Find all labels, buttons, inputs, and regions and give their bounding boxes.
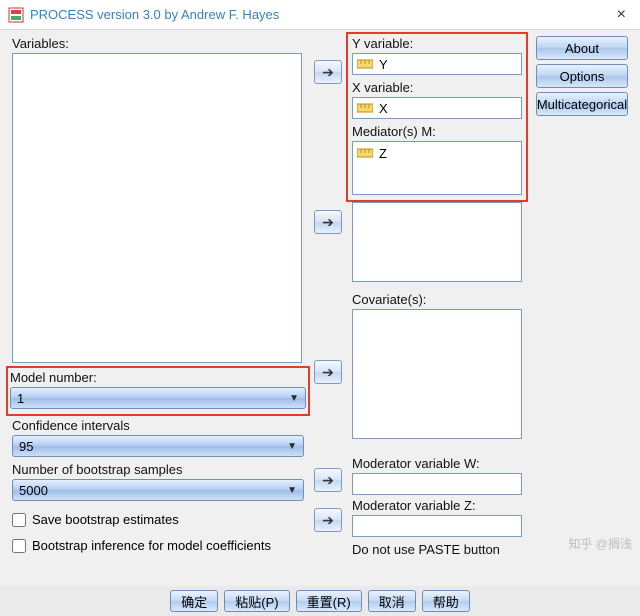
about-label: About: [565, 41, 599, 56]
chevron-down-icon: ▼: [287, 441, 297, 452]
conf-int-label: Confidence intervals: [12, 418, 304, 433]
save-boot-checkbox[interactable]: Save bootstrap estimates: [12, 512, 179, 527]
m-group: Mediator(s) M: Z: [352, 124, 522, 195]
x-label: X variable:: [352, 80, 522, 95]
scale-icon: [357, 147, 373, 159]
chevron-down-icon: ▼: [287, 485, 297, 496]
y-group: Y variable: Y: [352, 36, 522, 75]
m-value: Z: [379, 146, 387, 161]
window-title: PROCESS version 3.0 by Andrew F. Hayes: [30, 7, 611, 22]
move-m-button[interactable]: ➔: [314, 210, 342, 234]
cov-label: Covariate(s):: [352, 292, 522, 307]
move-cov-button[interactable]: ➔: [314, 360, 342, 384]
footer: 确定 粘贴(P) 重置(R) 取消 帮助: [0, 586, 640, 616]
options-label: Options: [560, 69, 605, 84]
save-boot-label: Save bootstrap estimates: [32, 512, 179, 527]
move-z-button[interactable]: ➔: [314, 508, 342, 532]
save-boot-input[interactable]: [12, 513, 26, 527]
w-field[interactable]: [352, 473, 522, 495]
bootstrap-n-dropdown[interactable]: 5000 ▼: [12, 479, 304, 501]
boot-inf-input[interactable]: [12, 539, 26, 553]
paste-button[interactable]: 粘贴(P): [224, 590, 289, 612]
boot-inf-checkbox[interactable]: Bootstrap inference for model coefficien…: [12, 538, 271, 553]
titlebar: PROCESS version 3.0 by Andrew F. Hayes ×: [0, 0, 640, 30]
paste-note: Do not use PASTE button: [352, 542, 500, 557]
x-group: X variable: X: [352, 80, 522, 119]
conf-int-group: Confidence intervals 95 ▼: [12, 418, 304, 457]
cov-group: Covariate(s):: [352, 292, 522, 439]
z-label: Moderator variable Z:: [352, 498, 522, 513]
model-number-value: 1: [17, 391, 24, 406]
m-listbox[interactable]: Z: [352, 141, 522, 195]
close-icon[interactable]: ×: [611, 6, 632, 24]
dialog-window: PROCESS version 3.0 by Andrew F. Hayes ×…: [0, 0, 640, 616]
bootstrap-n-value: 5000: [19, 483, 48, 498]
z-field[interactable]: [352, 515, 522, 537]
ok-button[interactable]: 确定: [170, 590, 218, 612]
bootstrap-n-group: Number of bootstrap samples 5000 ▼: [12, 462, 304, 501]
m-label: Mediator(s) M:: [352, 124, 522, 139]
chevron-down-icon: ▼: [289, 393, 299, 404]
scale-icon: [357, 58, 373, 70]
help-button[interactable]: 帮助: [422, 590, 470, 612]
content-area: Variables: Model number: 1 ▼ Confidence …: [0, 30, 640, 586]
app-icon: [8, 7, 24, 23]
multicat-label: Multicategorical: [537, 97, 627, 112]
model-number-label: Model number:: [10, 370, 306, 385]
boot-inf-label: Bootstrap inference for model coefficien…: [32, 538, 271, 553]
variables-listbox[interactable]: [12, 53, 302, 363]
z-group: Moderator variable Z:: [352, 498, 522, 537]
reset-button[interactable]: 重置(R): [296, 590, 362, 612]
left-column: Variables:: [12, 36, 302, 363]
y-label: Y variable:: [352, 36, 522, 51]
variables-label: Variables:: [12, 36, 302, 51]
bootstrap-n-label: Number of bootstrap samples: [12, 462, 304, 477]
conf-int-dropdown[interactable]: 95 ▼: [12, 435, 304, 457]
cancel-button[interactable]: 取消: [368, 590, 416, 612]
cov-listbox[interactable]: [352, 309, 522, 439]
scale-icon: [357, 102, 373, 114]
conf-int-value: 95: [19, 439, 33, 454]
w-group: Moderator variable W:: [352, 456, 522, 495]
model-number-group: Model number: 1 ▼: [10, 370, 306, 409]
extra-box-1[interactable]: [352, 202, 522, 282]
y-value: Y: [379, 57, 388, 72]
options-button[interactable]: Options: [536, 64, 628, 88]
model-number-dropdown[interactable]: 1 ▼: [10, 387, 306, 409]
move-w-button[interactable]: ➔: [314, 468, 342, 492]
w-label: Moderator variable W:: [352, 456, 522, 471]
y-field[interactable]: Y: [352, 53, 522, 75]
watermark: 知乎 @搁浅: [568, 535, 632, 552]
move-y-button[interactable]: ➔: [314, 60, 342, 84]
x-value: X: [379, 101, 388, 116]
multicategorical-button[interactable]: Multicategorical: [536, 92, 628, 116]
x-field[interactable]: X: [352, 97, 522, 119]
about-button[interactable]: About: [536, 36, 628, 60]
